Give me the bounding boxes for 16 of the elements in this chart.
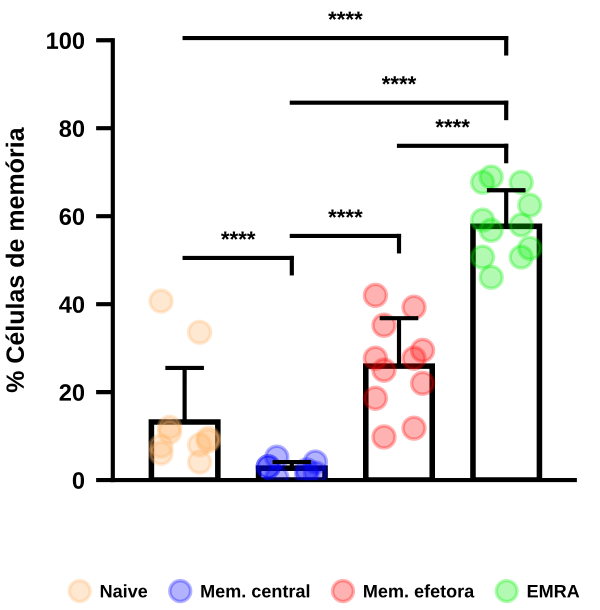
annotation: ****: [328, 209, 363, 218]
annotation: ****: [435, 119, 470, 128]
y-tick-label: 40: [59, 296, 84, 313]
text: ****: [328, 12, 363, 20]
annotation: ****: [220, 231, 256, 240]
legend-label: Mem. central: [201, 584, 310, 598]
y-tick-label: 60: [60, 208, 84, 225]
y-tick-label: 20: [60, 384, 84, 401]
annotation: ****: [382, 76, 416, 84]
y-tick-label: 100: [47, 32, 84, 50]
legend-label: Mem. efetora: [364, 584, 474, 598]
y-axis-title: % Células de memória: [5, 127, 24, 392]
y-tick-label: 0: [72, 472, 84, 489]
y-tick-label: 80: [60, 120, 84, 138]
legend-label: EMRA: [528, 584, 580, 598]
legend-label: Naive: [100, 584, 148, 598]
